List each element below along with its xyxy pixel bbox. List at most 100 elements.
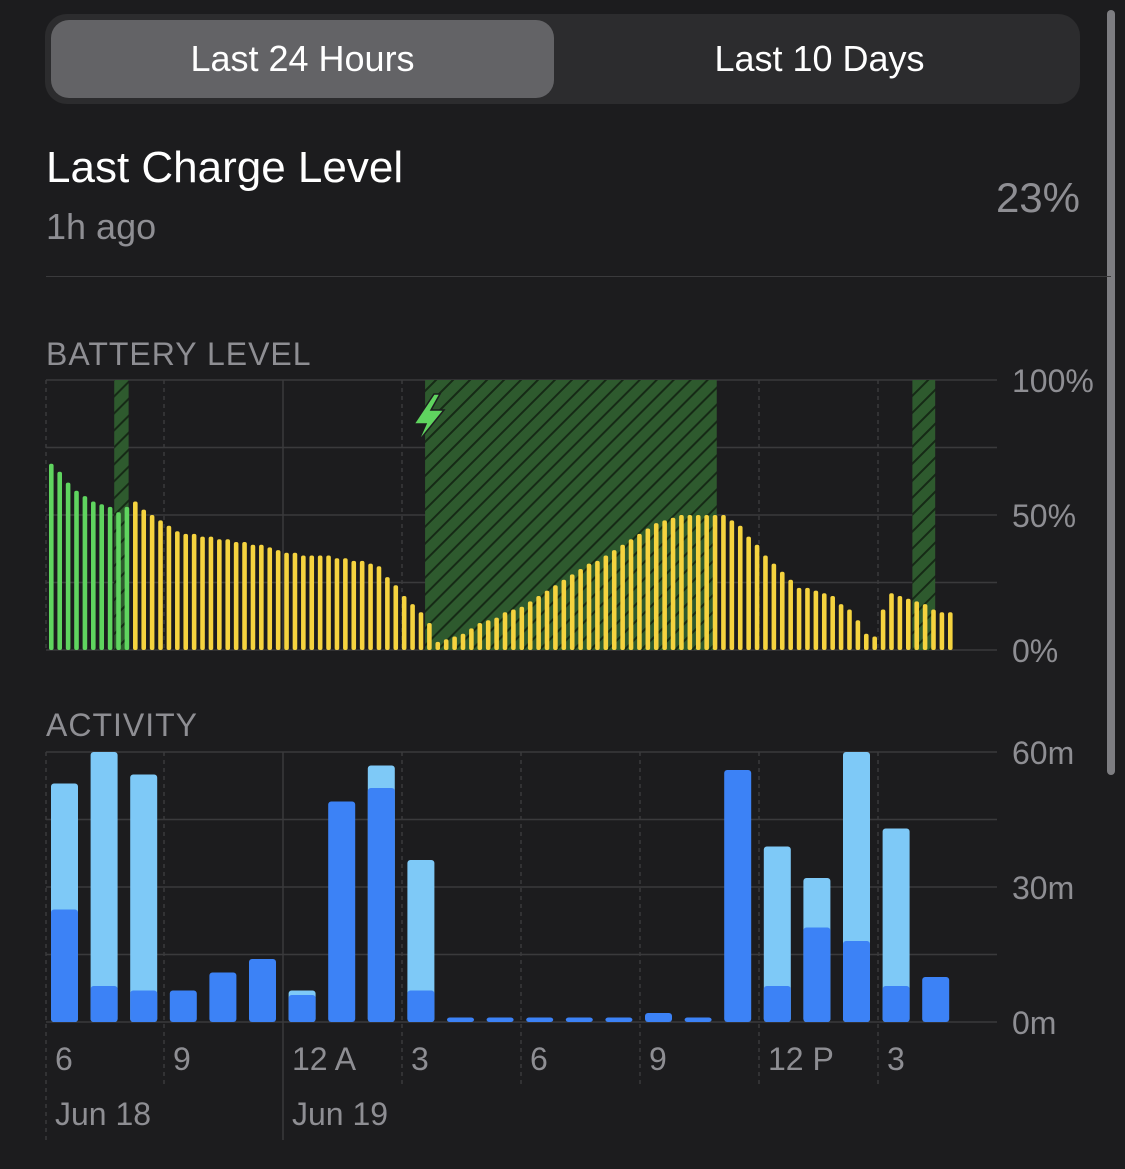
battery-bar [242, 542, 247, 650]
activity-bar-screen-on [843, 941, 870, 1022]
battery-bar [561, 579, 567, 650]
battery-bar [645, 528, 651, 650]
battery-bar [141, 509, 147, 650]
x-tick-label: 6 [530, 1041, 548, 1077]
battery-bar [620, 544, 625, 650]
battery-bar [175, 531, 180, 650]
activity-bar-screen-off [882, 828, 910, 1022]
activity-bar-screen-on [605, 1017, 633, 1022]
battery-bar [418, 612, 424, 650]
battery-bar [217, 539, 222, 650]
x-tick-label: 3 [887, 1041, 905, 1077]
battery-bar [847, 609, 852, 650]
battery-bar [435, 641, 441, 650]
battery-level-chart: 100% 50% 0% [45, 363, 1094, 669]
battery-bar [611, 550, 617, 650]
x-axis: 6 9 12 A 3 6 9 12 P 3 Jun 18 Jun 19 [55, 1041, 905, 1132]
battery-bar [553, 585, 558, 650]
battery-bar [788, 579, 793, 650]
activity-y-tick-label: 30m [1012, 870, 1074, 906]
battery-bar [662, 520, 667, 650]
battery-bar [494, 617, 499, 650]
battery-bar [57, 471, 63, 650]
battery-bar [628, 539, 634, 650]
battery-bar [317, 555, 323, 650]
battery-bar [914, 601, 919, 650]
battery-y-tick-label: 50% [1012, 498, 1076, 534]
battery-bar [653, 523, 659, 650]
battery-bar [880, 609, 886, 650]
battery-bar [830, 596, 835, 650]
date-label: Jun 19 [292, 1096, 388, 1132]
battery-bar [82, 496, 88, 650]
battery-bar [603, 555, 609, 650]
battery-bar [376, 566, 382, 650]
last-charge-time: 1h ago [46, 206, 157, 247]
charging-bolt-icon [412, 393, 446, 443]
activity-bar-screen-on [724, 770, 752, 1022]
battery-bar [158, 520, 163, 650]
battery-bar [309, 555, 315, 650]
battery-bar [704, 515, 709, 650]
battery-y-tick-label: 0% [1012, 633, 1058, 669]
activity-chart: 60m 30m 0m [45, 735, 1074, 1140]
activity-bar-screen-on [447, 1017, 474, 1022]
activity-y-tick-label: 0m [1012, 1005, 1056, 1041]
battery-bar [905, 598, 911, 650]
battery-bar [578, 569, 583, 650]
activity-bar-screen-on [249, 959, 276, 1022]
activity-bar-screen-on [328, 801, 356, 1022]
battery-bar [443, 639, 449, 650]
battery-bar [351, 560, 357, 650]
battery-bar [452, 636, 457, 650]
activity-bar-screen-on [645, 1013, 672, 1022]
divider [46, 276, 1111, 277]
battery-bar [805, 587, 810, 650]
battery-bar [393, 585, 399, 650]
activity-bar-screen-on [90, 986, 118, 1022]
battery-bar [368, 563, 373, 650]
battery-bar [166, 525, 172, 650]
battery-bar [796, 587, 802, 650]
battery-bar [687, 515, 693, 650]
battery-bar [527, 601, 533, 650]
activity-bar-screen-on [684, 1017, 712, 1022]
battery-bar [267, 547, 273, 650]
battery-bar [754, 544, 760, 650]
battery-bar [763, 555, 768, 650]
activity-bar-screen-on [209, 972, 237, 1022]
battery-bar [485, 620, 491, 650]
battery-bar [292, 552, 298, 650]
battery-bar [695, 515, 701, 650]
battery-bar [107, 506, 113, 650]
battery-level-label: BATTERY LEVEL [46, 336, 312, 372]
battery-bar [679, 515, 684, 650]
activity-bar-screen-on [486, 1017, 514, 1022]
activity-bar-screen-off [407, 860, 435, 1022]
segment-last-10-days[interactable]: Last 10 Days [714, 38, 925, 79]
battery-bar [225, 539, 231, 650]
x-tick-label: 12 A [292, 1041, 357, 1077]
battery-bar [334, 558, 340, 650]
battery-bar [595, 560, 600, 650]
x-tick-label: 9 [173, 1041, 191, 1077]
battery-bar [519, 606, 525, 650]
battery-bar [124, 506, 130, 650]
activity-bar-screen-on [130, 990, 158, 1022]
battery-bar [897, 596, 903, 650]
battery-bar [637, 533, 642, 650]
battery-bar [65, 482, 71, 650]
battery-bar [948, 612, 953, 650]
battery-bar [284, 552, 289, 650]
battery-bar [569, 574, 575, 650]
activity-bar-screen-on [367, 788, 395, 1022]
battery-bar [502, 612, 508, 650]
battery-bar [931, 609, 936, 650]
battery-bar [872, 636, 877, 650]
scrollbar[interactable] [1107, 10, 1115, 775]
battery-bar [670, 517, 676, 650]
battery-bar [208, 536, 214, 650]
battery-bar [511, 609, 516, 650]
segment-last-24-hours[interactable]: Last 24 Hours [51, 20, 554, 98]
